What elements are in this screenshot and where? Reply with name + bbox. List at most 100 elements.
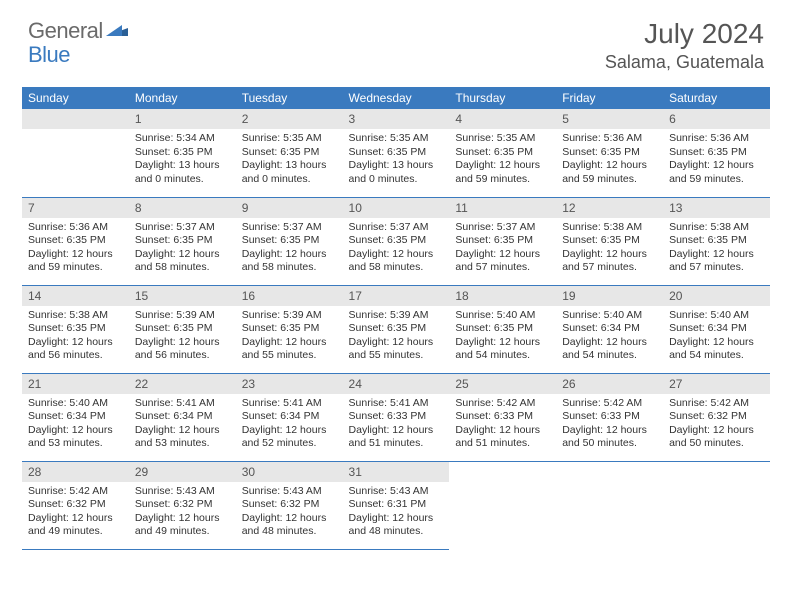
- day-details: Sunrise: 5:37 AMSunset: 6:35 PMDaylight:…: [129, 218, 236, 280]
- day-cell: 8Sunrise: 5:37 AMSunset: 6:35 PMDaylight…: [129, 197, 236, 285]
- day-details: Sunrise: 5:43 AMSunset: 6:32 PMDaylight:…: [236, 482, 343, 544]
- day-cell: 20Sunrise: 5:40 AMSunset: 6:34 PMDayligh…: [663, 285, 770, 373]
- day-cell: 1Sunrise: 5:34 AMSunset: 6:35 PMDaylight…: [129, 109, 236, 197]
- day-details: Sunrise: 5:40 AMSunset: 6:34 PMDaylight:…: [663, 306, 770, 368]
- day-details: Sunrise: 5:35 AMSunset: 6:35 PMDaylight:…: [343, 129, 450, 191]
- empty-day-bar: [22, 109, 129, 129]
- day-header-saturday: Saturday: [663, 87, 770, 109]
- day-number: 6: [663, 109, 770, 129]
- day-cell: 15Sunrise: 5:39 AMSunset: 6:35 PMDayligh…: [129, 285, 236, 373]
- day-number: 22: [129, 374, 236, 394]
- day-cell: 18Sunrise: 5:40 AMSunset: 6:35 PMDayligh…: [449, 285, 556, 373]
- day-details: Sunrise: 5:39 AMSunset: 6:35 PMDaylight:…: [343, 306, 450, 368]
- day-details: Sunrise: 5:41 AMSunset: 6:33 PMDaylight:…: [343, 394, 450, 456]
- logo: General: [28, 18, 130, 44]
- day-cell: 17Sunrise: 5:39 AMSunset: 6:35 PMDayligh…: [343, 285, 450, 373]
- day-details: Sunrise: 5:37 AMSunset: 6:35 PMDaylight:…: [449, 218, 556, 280]
- day-details: Sunrise: 5:37 AMSunset: 6:35 PMDaylight:…: [343, 218, 450, 280]
- day-cell: 28Sunrise: 5:42 AMSunset: 6:32 PMDayligh…: [22, 461, 129, 549]
- day-cell: 26Sunrise: 5:42 AMSunset: 6:33 PMDayligh…: [556, 373, 663, 461]
- day-number: 10: [343, 198, 450, 218]
- day-cell: 6Sunrise: 5:36 AMSunset: 6:35 PMDaylight…: [663, 109, 770, 197]
- day-number: 1: [129, 109, 236, 129]
- day-cell: [556, 461, 663, 549]
- day-number: 19: [556, 286, 663, 306]
- day-cell: 9Sunrise: 5:37 AMSunset: 6:35 PMDaylight…: [236, 197, 343, 285]
- day-number: 20: [663, 286, 770, 306]
- day-number: 5: [556, 109, 663, 129]
- day-details: Sunrise: 5:40 AMSunset: 6:35 PMDaylight:…: [449, 306, 556, 368]
- calendar-row: 21Sunrise: 5:40 AMSunset: 6:34 PMDayligh…: [22, 373, 770, 461]
- day-details: Sunrise: 5:36 AMSunset: 6:35 PMDaylight:…: [663, 129, 770, 191]
- day-header-friday: Friday: [556, 87, 663, 109]
- day-details: Sunrise: 5:41 AMSunset: 6:34 PMDaylight:…: [236, 394, 343, 456]
- day-number: 17: [343, 286, 450, 306]
- day-cell: 16Sunrise: 5:39 AMSunset: 6:35 PMDayligh…: [236, 285, 343, 373]
- empty-day-bar: [449, 462, 556, 482]
- day-cell: 5Sunrise: 5:36 AMSunset: 6:35 PMDaylight…: [556, 109, 663, 197]
- day-details: Sunrise: 5:40 AMSunset: 6:34 PMDaylight:…: [22, 394, 129, 456]
- day-number: 25: [449, 374, 556, 394]
- day-details: Sunrise: 5:35 AMSunset: 6:35 PMDaylight:…: [236, 129, 343, 191]
- day-details: Sunrise: 5:42 AMSunset: 6:32 PMDaylight:…: [22, 482, 129, 544]
- logo-word2: Blue: [28, 42, 70, 67]
- day-header-thursday: Thursday: [449, 87, 556, 109]
- day-cell: 21Sunrise: 5:40 AMSunset: 6:34 PMDayligh…: [22, 373, 129, 461]
- day-number: 3: [343, 109, 450, 129]
- day-details: Sunrise: 5:36 AMSunset: 6:35 PMDaylight:…: [556, 129, 663, 191]
- day-number: 18: [449, 286, 556, 306]
- day-cell: [449, 461, 556, 549]
- day-details: Sunrise: 5:41 AMSunset: 6:34 PMDaylight:…: [129, 394, 236, 456]
- month-title: July 2024: [605, 18, 764, 50]
- day-details: Sunrise: 5:43 AMSunset: 6:31 PMDaylight:…: [343, 482, 450, 544]
- day-number: 31: [343, 462, 450, 482]
- day-cell: 29Sunrise: 5:43 AMSunset: 6:32 PMDayligh…: [129, 461, 236, 549]
- day-details: Sunrise: 5:38 AMSunset: 6:35 PMDaylight:…: [22, 306, 129, 368]
- day-header-wednesday: Wednesday: [343, 87, 450, 109]
- day-header-monday: Monday: [129, 87, 236, 109]
- logo-word1: General: [28, 18, 103, 44]
- day-number: 12: [556, 198, 663, 218]
- day-details: Sunrise: 5:42 AMSunset: 6:33 PMDaylight:…: [449, 394, 556, 456]
- day-number: 23: [236, 374, 343, 394]
- day-number: 30: [236, 462, 343, 482]
- day-number: 27: [663, 374, 770, 394]
- day-cell: 14Sunrise: 5:38 AMSunset: 6:35 PMDayligh…: [22, 285, 129, 373]
- day-cell: 10Sunrise: 5:37 AMSunset: 6:35 PMDayligh…: [343, 197, 450, 285]
- day-number: 24: [343, 374, 450, 394]
- day-number: 13: [663, 198, 770, 218]
- day-number: 15: [129, 286, 236, 306]
- empty-day-bar: [663, 462, 770, 482]
- day-details: Sunrise: 5:37 AMSunset: 6:35 PMDaylight:…: [236, 218, 343, 280]
- day-cell: 23Sunrise: 5:41 AMSunset: 6:34 PMDayligh…: [236, 373, 343, 461]
- day-number: 16: [236, 286, 343, 306]
- day-header-tuesday: Tuesday: [236, 87, 343, 109]
- day-cell: 30Sunrise: 5:43 AMSunset: 6:32 PMDayligh…: [236, 461, 343, 549]
- title-block: July 2024 Salama, Guatemala: [605, 18, 764, 73]
- day-cell: 2Sunrise: 5:35 AMSunset: 6:35 PMDaylight…: [236, 109, 343, 197]
- empty-day-bar: [556, 462, 663, 482]
- day-details: Sunrise: 5:39 AMSunset: 6:35 PMDaylight:…: [236, 306, 343, 368]
- day-details: Sunrise: 5:36 AMSunset: 6:35 PMDaylight:…: [22, 218, 129, 280]
- calendar-row: 28Sunrise: 5:42 AMSunset: 6:32 PMDayligh…: [22, 461, 770, 549]
- day-details: Sunrise: 5:34 AMSunset: 6:35 PMDaylight:…: [129, 129, 236, 191]
- day-details: Sunrise: 5:42 AMSunset: 6:33 PMDaylight:…: [556, 394, 663, 456]
- day-cell: 31Sunrise: 5:43 AMSunset: 6:31 PMDayligh…: [343, 461, 450, 549]
- day-details: Sunrise: 5:42 AMSunset: 6:32 PMDaylight:…: [663, 394, 770, 456]
- day-cell: 11Sunrise: 5:37 AMSunset: 6:35 PMDayligh…: [449, 197, 556, 285]
- logo-line2: Blue: [28, 42, 70, 68]
- day-number: 2: [236, 109, 343, 129]
- logo-flag-icon: [106, 22, 128, 43]
- day-details: Sunrise: 5:43 AMSunset: 6:32 PMDaylight:…: [129, 482, 236, 544]
- day-number: 4: [449, 109, 556, 129]
- day-cell: 12Sunrise: 5:38 AMSunset: 6:35 PMDayligh…: [556, 197, 663, 285]
- day-header-sunday: Sunday: [22, 87, 129, 109]
- calendar-table: SundayMondayTuesdayWednesdayThursdayFrid…: [22, 87, 770, 550]
- page-header: General July 2024 Salama, Guatemala: [0, 0, 792, 81]
- day-number: 9: [236, 198, 343, 218]
- day-number: 21: [22, 374, 129, 394]
- day-details: Sunrise: 5:38 AMSunset: 6:35 PMDaylight:…: [556, 218, 663, 280]
- day-number: 11: [449, 198, 556, 218]
- day-number: 26: [556, 374, 663, 394]
- day-details: Sunrise: 5:40 AMSunset: 6:34 PMDaylight:…: [556, 306, 663, 368]
